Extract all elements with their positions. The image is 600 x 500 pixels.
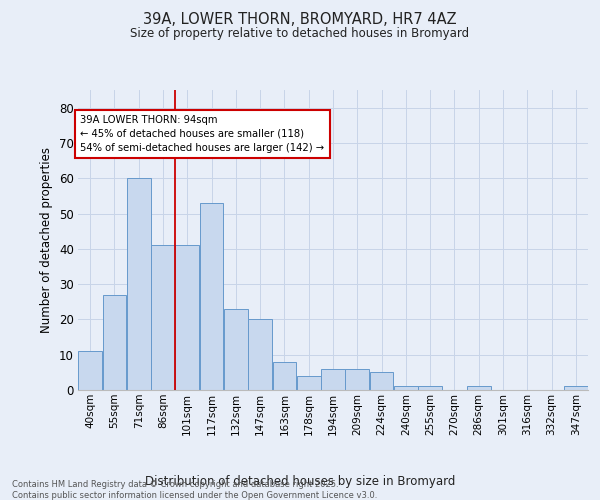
Bar (78, 351, 102, 390)
Bar (467, 386, 491, 390)
Bar (564, 386, 588, 390)
Bar (346, 369, 369, 390)
Bar (272, 362, 296, 390)
Bar (200, 203, 223, 390)
Bar (248, 320, 272, 390)
Text: Contains HM Land Registry data © Crown copyright and database right 2025.
Contai: Contains HM Land Registry data © Crown c… (12, 480, 377, 500)
Bar (418, 386, 442, 390)
Bar (297, 376, 320, 390)
Text: Distribution of detached houses by size in Bromyard: Distribution of detached houses by size … (145, 474, 455, 488)
Bar (321, 369, 345, 390)
Bar (151, 246, 175, 390)
Text: Size of property relative to detached houses in Bromyard: Size of property relative to detached ho… (130, 28, 470, 40)
Bar (224, 309, 248, 390)
Bar (394, 386, 418, 390)
Bar (175, 246, 199, 390)
Bar (370, 372, 394, 390)
Bar (103, 294, 127, 390)
Y-axis label: Number of detached properties: Number of detached properties (40, 147, 53, 333)
Bar (127, 178, 151, 390)
Text: 39A, LOWER THORN, BROMYARD, HR7 4AZ: 39A, LOWER THORN, BROMYARD, HR7 4AZ (143, 12, 457, 28)
Text: 39A LOWER THORN: 94sqm
← 45% of detached houses are smaller (118)
54% of semi-de: 39A LOWER THORN: 94sqm ← 45% of detached… (80, 114, 325, 152)
